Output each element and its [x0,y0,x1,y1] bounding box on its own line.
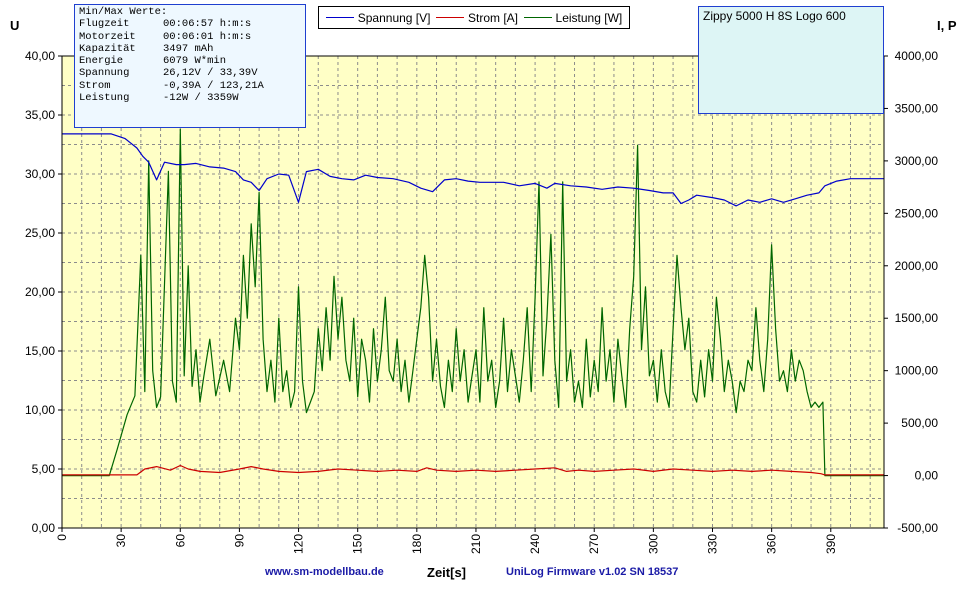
stats-row-strom: Strom -0,39A / 123,21A [79,80,301,92]
stats-row-spannung: Spannung 26,12V / 33,39V [79,67,301,79]
stats-row-flugzeit: Flugzeit 00:06:57 h:m:s [79,18,301,30]
stats-value: -0,39A / 123,21A [163,79,264,92]
x-tick-label: 180 [410,534,424,554]
x-tick-label: 300 [646,534,660,554]
x-tick-label: 330 [706,534,720,554]
x-tick-label: 150 [351,534,365,554]
current-series-line [62,464,884,476]
stats-key: Kapazität [79,42,136,55]
stats-key: Energie [79,55,124,68]
stats-key: Leistung [79,92,130,105]
stats-key: Strom [79,79,111,92]
legend-swatch [325,17,354,18]
stats-value: -12W / 3359W [163,92,239,105]
y-right-tick-label: 1500,00 [895,311,939,325]
y-right-tick-label: 1000,00 [895,364,939,378]
axes-group: 0,00 5,00 10,00 15,00 20,00 25,00 30,00 35,00 40… [25,49,938,554]
stats-value: 3497 mAh [163,42,214,55]
stats-row-kapazitaet: Kapazität 3497 mAh [79,43,301,55]
legend-label: Leistung [W] [555,10,623,25]
chart-title-box: Zippy 5000 H 8S Logo 600 [698,6,884,114]
x-tick-label: 210 [469,534,483,554]
y-right-tick-label: -500,00 [897,521,938,535]
stats-heading: Min/Max Werte: [79,6,168,18]
legend-item-spannung: Spannung [V] [325,10,431,25]
y-right-tick-label: 2000,00 [895,259,939,273]
power-series-line [62,128,884,477]
y-left-tick-label: 5,00 [32,462,56,476]
x-tick-label: 30 [114,534,128,548]
y-left-tick-label: 10,00 [25,403,55,417]
grid-lines [62,56,884,528]
legend-label: Strom [A] [468,10,519,25]
x-tick-label: 270 [587,534,601,554]
y-right-tick-label: 0,00 [915,469,939,483]
stats-row-motorzeit: Motorzeit 00:06:01 h:m:s [79,31,301,43]
y-right-tick-label: 3500,00 [895,101,939,115]
stats-row-leistung: Leistung -12W / 3359W [79,92,301,104]
y-right-tick-label: 500,00 [901,416,938,430]
y-axis-right-label: I, P [937,18,957,33]
stats-value: 00:06:57 h:m:s [163,18,252,31]
voltage-series-line [62,133,884,207]
x-tick-label: 0 [55,534,69,541]
chart-title: Zippy 5000 H 8S Logo 600 [703,9,846,23]
x-tick-label: 240 [528,534,542,554]
y-left-tick-label: 25,00 [25,226,55,240]
y-left-tick-label: 35,00 [25,108,55,122]
stats-key: Flugzeit [79,18,130,31]
x-tick-label: 60 [173,534,187,548]
legend-swatch [523,17,552,18]
legend-item-leistung: Leistung [W] [523,10,623,25]
stats-value: 6079 W*min [163,55,227,68]
stats-row-energie: Energie 6079 W*min [79,55,301,67]
firmware-info: UniLog Firmware v1.02 SN 18537 [506,566,679,578]
x-tick-label: 90 [232,534,246,548]
legend-swatch [436,17,464,18]
website-link[interactable]: www.sm-modellbau.de [265,566,384,578]
stats-key: Spannung [79,67,130,80]
x-tick-label: 120 [292,534,306,554]
y-right-tick-label: 4000,00 [895,49,939,63]
x-axis-label: Zeit[s] [427,565,466,580]
y-right-tick-label: 2500,00 [895,206,939,220]
y-left-tick-label: 0,00 [32,521,56,535]
y-left-tick-label: 30,00 [25,167,55,181]
y-right-tick-label: 3000,00 [895,154,939,168]
series-group [62,128,884,477]
legend-label: Spannung [V] [357,10,431,25]
stats-value: 26,12V / 33,39V [163,67,258,80]
legend-item-strom: Strom [A] [436,11,518,25]
chart-legend: Spannung [V] Strom [A] Leistung [W] [318,6,630,29]
x-tick-label: 360 [765,534,779,554]
y-left-tick-label: 20,00 [25,285,55,299]
min-max-stats-panel: Min/Max Werte: Flugzeit 00:06:57 h:m:s Mo… [74,4,306,128]
y-left-tick-label: 15,00 [25,344,55,358]
stats-value: 00:06:01 h:m:s [163,30,252,43]
stats-key: Motorzeit [79,30,136,43]
y-axis-left-label: U [10,18,19,33]
x-tick-label: 390 [824,534,838,554]
y-left-tick-label: 40,00 [25,49,55,63]
